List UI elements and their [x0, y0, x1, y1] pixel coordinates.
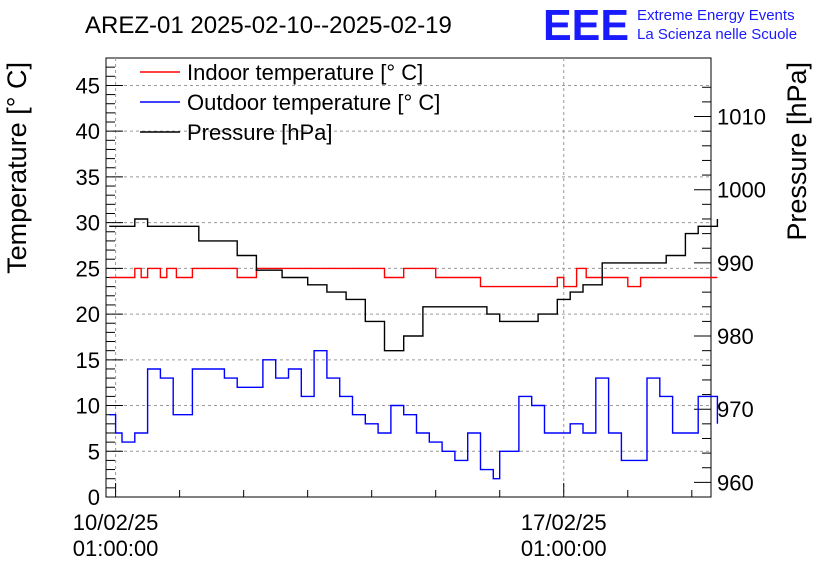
x-tick-label-time: 01:00:00	[521, 536, 607, 561]
pressure-line	[109, 218, 719, 352]
legend: Indoor temperature [° C] Outdoor tempera…	[140, 60, 440, 145]
y-tick-label: 25	[76, 256, 100, 281]
y-tick-label: 40	[76, 119, 100, 144]
x-tick-label-time: 01:00:00	[73, 536, 159, 561]
outdoor-temperature-line	[109, 350, 719, 480]
y2-tick-label: 990	[717, 251, 754, 276]
legend-label-pressure: Pressure [hPa]	[187, 120, 333, 145]
legend-label-indoor: Indoor temperature [° C]	[187, 60, 423, 85]
y2-tick-label: 980	[717, 324, 754, 349]
series-group	[109, 218, 719, 480]
y2-tick-label: 1000	[717, 178, 766, 203]
axes: 0 5 10 15 20 25 30 35 40 45 960 970 980 990 1000 1010 10…	[73, 66, 766, 561]
eee-logo: EEE	[543, 1, 629, 50]
y-axis-label: Temperature [° C]	[2, 62, 32, 274]
y-tick-label: 15	[76, 348, 100, 373]
y2-tick-label: 1010	[717, 105, 766, 130]
y-tick-label: 30	[76, 211, 100, 236]
y2-axis-label: Pressure [hPa]	[782, 62, 812, 241]
y2-tick-label: 970	[717, 397, 754, 422]
logo-subtitle-line2: La Scienza nelle Scuole	[637, 26, 797, 43]
x-tick-label-date: 10/02/25	[73, 510, 159, 535]
y-tick-label: 20	[76, 302, 100, 327]
x-tick-label-date: 17/02/25	[521, 510, 607, 535]
y-tick-label: 5	[88, 439, 100, 464]
indoor-temperature-line	[109, 267, 718, 288]
legend-label-outdoor: Outdoor temperature [° C]	[187, 90, 440, 115]
y-tick-label: 35	[76, 165, 100, 190]
chart-title: AREZ-01 2025-02-10--2025-02-19	[85, 12, 452, 39]
y2-tick-label: 960	[717, 470, 754, 495]
y-tick-label: 10	[76, 394, 100, 419]
logo-subtitle-line1: Extreme Energy Events	[637, 7, 795, 24]
y-tick-label: 0	[88, 485, 100, 510]
y-tick-label: 45	[76, 73, 100, 98]
